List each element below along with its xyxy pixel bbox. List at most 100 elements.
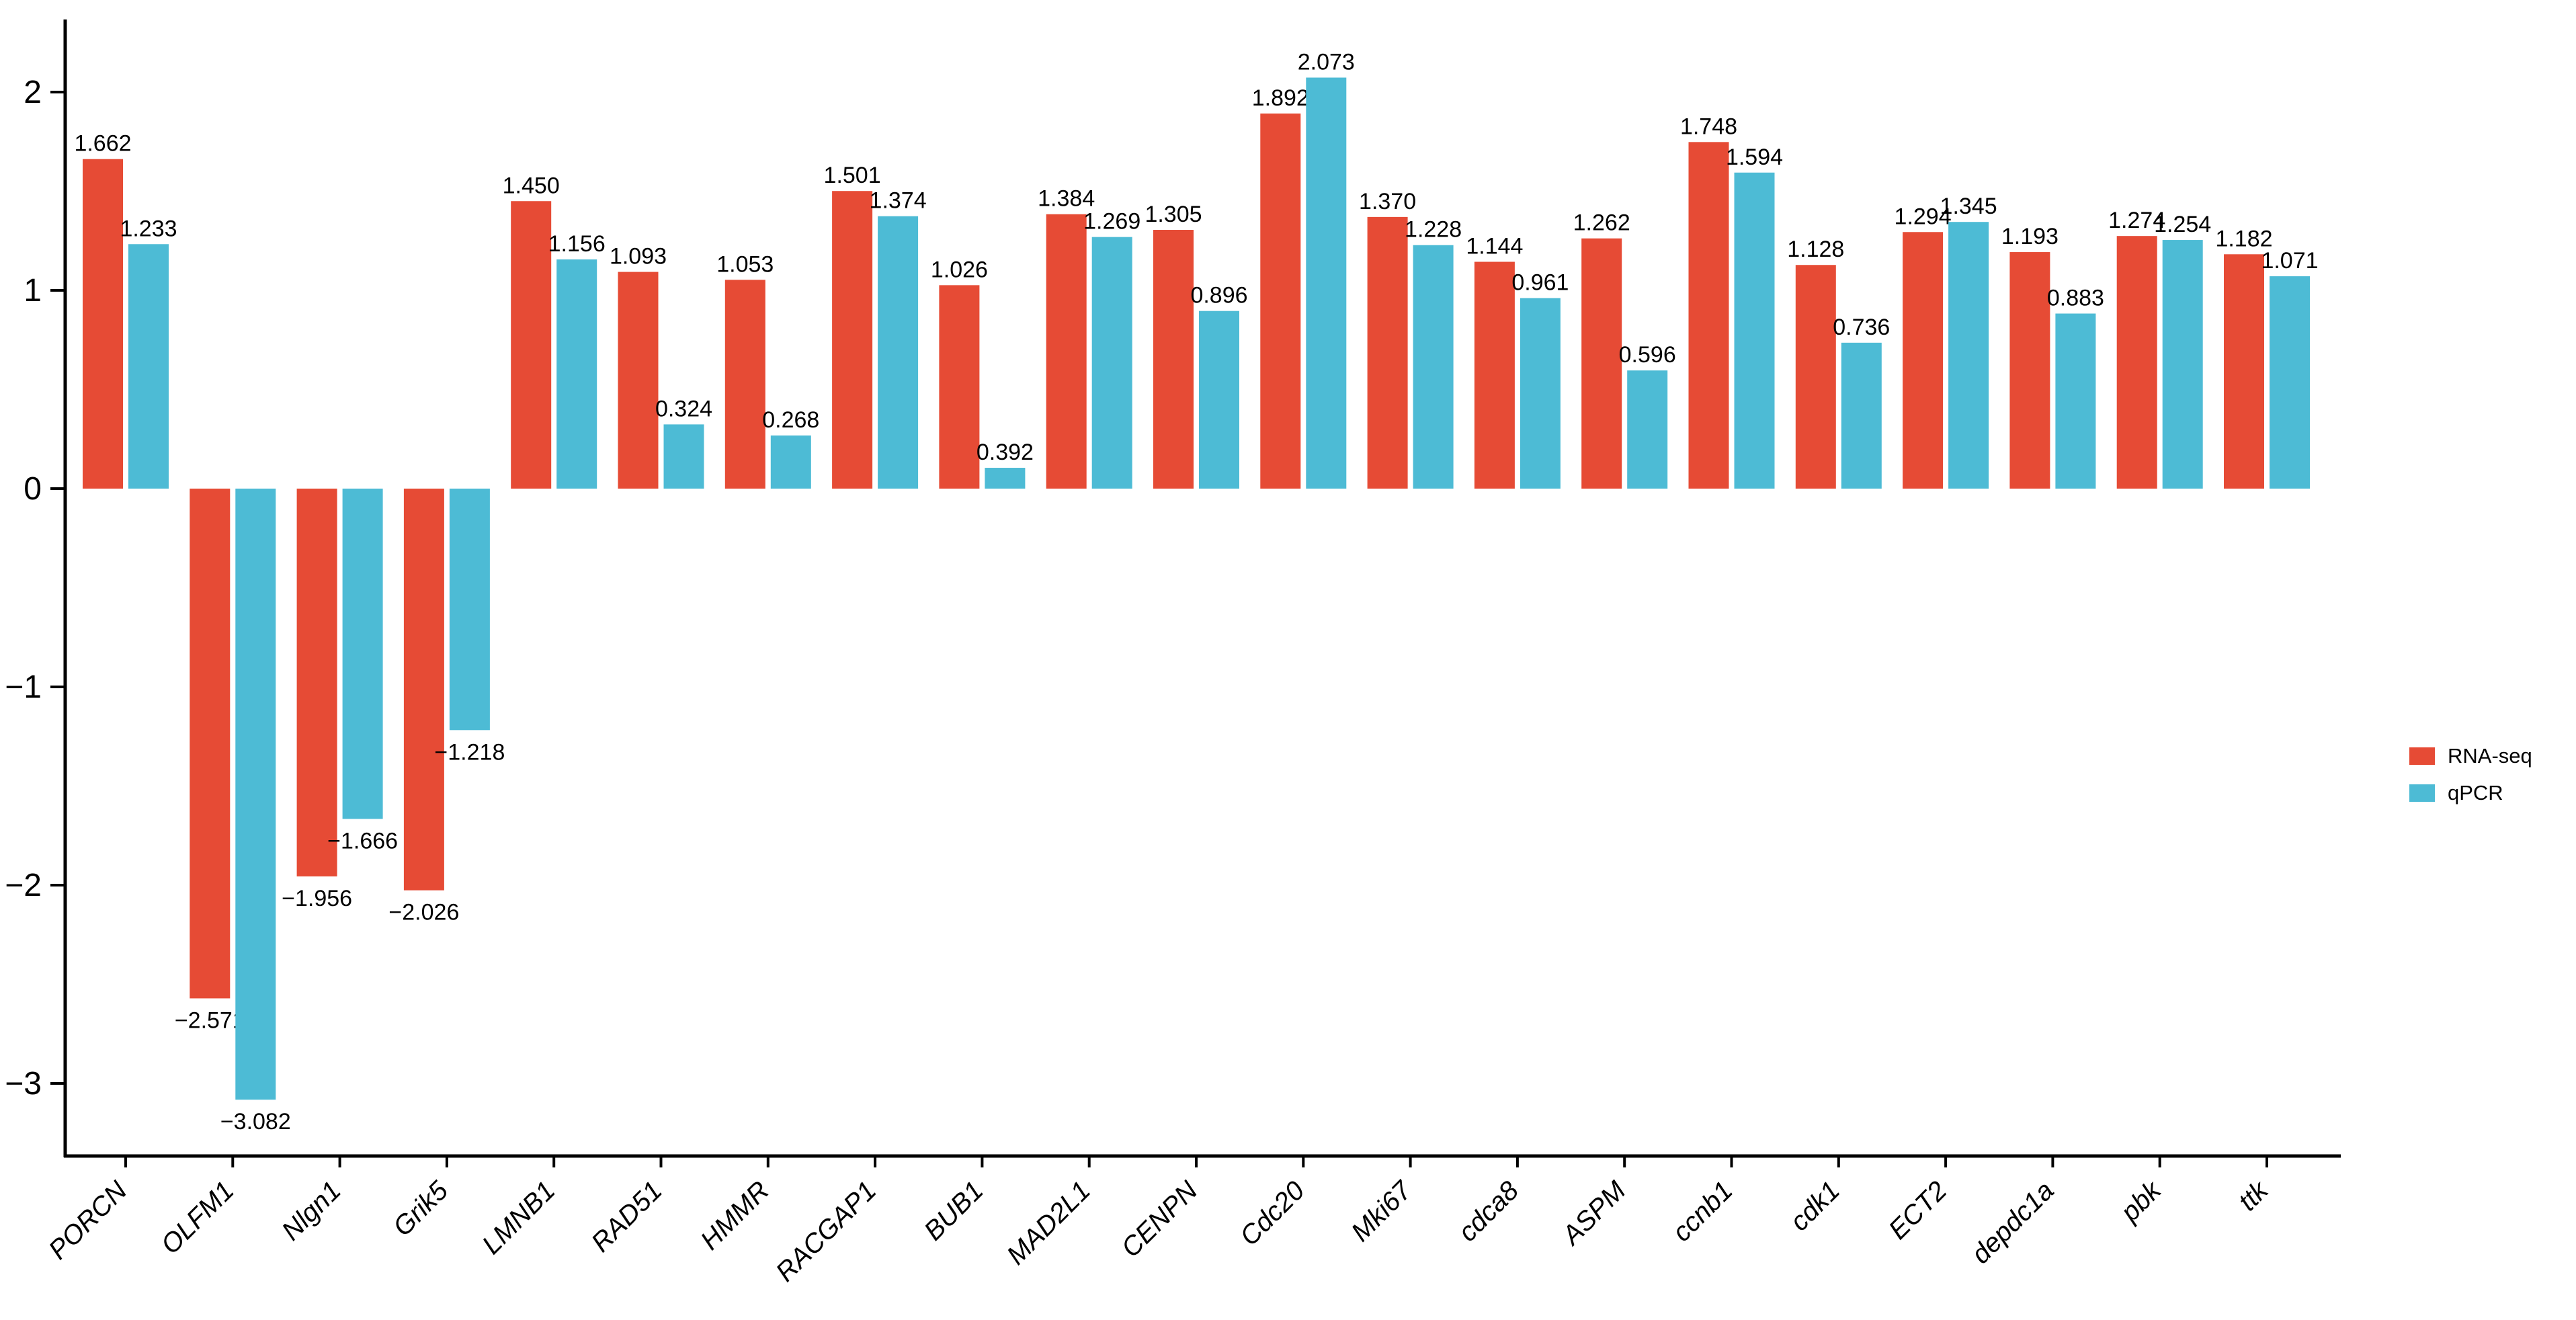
category-label-cdca8: cdca8 <box>1453 1175 1525 1247</box>
bar-qPCR-Cdc20 <box>1306 77 1347 489</box>
bar-RNA-seq-Mki67 <box>1367 216 1408 489</box>
value-label-qPCR-HMMR: 0.268 <box>762 407 819 433</box>
value-label-qPCR-LMNB1: 1.156 <box>548 231 606 257</box>
bar-qPCR-Nlgn1 <box>342 489 383 819</box>
value-label-qPCR-ASPM: 0.596 <box>1619 342 1676 368</box>
bar-qPCR-ECT2 <box>1948 222 1989 489</box>
bar-RNA-seq-ttk <box>2224 254 2264 489</box>
category-label-OLFM1: OLFM1 <box>155 1175 239 1260</box>
value-label-qPCR-Cdc20: 2.073 <box>1298 49 1355 75</box>
value-label-qPCR-PORCN: 1.233 <box>120 216 177 241</box>
value-label-qPCR-cdk1: 0.736 <box>1833 315 1890 340</box>
bar-qPCR-PORCN <box>128 244 169 489</box>
bar-RNA-seq-CENPN <box>1153 230 1194 489</box>
value-label-RNA-seq-Nlgn1: −1.956 <box>282 886 352 911</box>
category-label-cdk1: cdk1 <box>1784 1175 1845 1237</box>
value-label-RNA-seq-BUB1: 1.026 <box>931 257 988 282</box>
value-label-qPCR-OLFM1: −3.082 <box>220 1109 291 1135</box>
value-label-RNA-seq-HMMR: 1.053 <box>716 251 774 277</box>
value-label-qPCR-Mki67: 1.228 <box>1405 217 1462 243</box>
bar-RNA-seq-Nlgn1 <box>296 489 337 877</box>
value-label-RNA-seq-depdc1a: 1.193 <box>2001 224 2059 249</box>
legend-swatch-qPCR <box>2409 784 2435 802</box>
bar-RNA-seq-Grik5 <box>403 489 444 891</box>
category-label-HMMR: HMMR <box>695 1175 775 1255</box>
value-label-RNA-seq-Cdc20: 1.892 <box>1252 85 1309 111</box>
bar-qPCR-CENPN <box>1199 311 1239 489</box>
category-label-Grik5: Grik5 <box>388 1175 454 1242</box>
bar-qPCR-ccnb1 <box>1734 172 1775 489</box>
value-label-RNA-seq-RACGAP1: 1.501 <box>824 163 881 188</box>
bar-RNA-seq-ECT2 <box>1903 232 1944 489</box>
bar-qPCR-BUB1 <box>985 468 1026 489</box>
category-label-BUB1: BUB1 <box>919 1175 989 1246</box>
y-tick-label--1: −1 <box>5 669 42 705</box>
category-label-Nlgn1: Nlgn1 <box>276 1175 347 1246</box>
bar-RNA-seq-RACGAP1 <box>832 191 873 489</box>
bar-qPCR-OLFM1 <box>235 489 276 1100</box>
bar-qPCR-LMNB1 <box>556 259 597 489</box>
bar-RNA-seq-LMNB1 <box>511 201 552 489</box>
value-label-qPCR-pbk: 1.254 <box>2154 212 2211 237</box>
category-label-ECT2: ECT2 <box>1883 1175 1952 1245</box>
y-tick-label--3: −3 <box>5 1066 42 1102</box>
bar-RNA-seq-ASPM <box>1581 238 1622 489</box>
value-label-RNA-seq-Mki67: 1.370 <box>1359 189 1416 214</box>
legend-label-RNA-seq: RNA-seq <box>2448 744 2532 768</box>
value-label-RNA-seq-Grik5: −2.026 <box>388 900 459 925</box>
bar-qPCR-ttk <box>2270 276 2310 489</box>
bar-RNA-seq-depdc1a <box>2009 252 2050 489</box>
legend-swatch-RNA-seq <box>2409 747 2435 765</box>
value-label-RNA-seq-ccnb1: 1.748 <box>1680 114 1737 139</box>
category-label-CENPN: CENPN <box>1116 1175 1203 1263</box>
value-label-qPCR-ttk: 1.071 <box>2261 248 2318 274</box>
y-tick-label-1: 1 <box>24 273 42 308</box>
value-label-RNA-seq-cdk1: 1.128 <box>1787 237 1844 262</box>
bar-RNA-seq-MAD2L1 <box>1046 214 1087 489</box>
category-label-ttk: ttk <box>2233 1175 2274 1216</box>
value-label-qPCR-BUB1: 0.392 <box>977 440 1034 465</box>
bar-qPCR-pbk <box>2162 240 2203 489</box>
category-label-Cdc20: Cdc20 <box>1235 1175 1311 1251</box>
bar-qPCR-Grik5 <box>449 489 490 731</box>
value-label-qPCR-ECT2: 1.345 <box>1940 194 1997 219</box>
bar-RNA-seq-RAD51 <box>618 272 659 489</box>
value-label-RNA-seq-RAD51: 1.093 <box>610 244 667 270</box>
category-label-LMNB1: LMNB1 <box>476 1175 560 1260</box>
value-label-qPCR-cdca8: 0.961 <box>1511 270 1569 296</box>
bar-qPCR-MAD2L1 <box>1091 237 1132 489</box>
category-label-PORCN: PORCN <box>43 1175 132 1265</box>
bar-RNA-seq-cdca8 <box>1474 261 1515 489</box>
value-label-RNA-seq-ttk: 1.182 <box>2215 226 2272 251</box>
category-label-RAD51: RAD51 <box>586 1175 668 1257</box>
value-label-qPCR-RAD51: 0.324 <box>655 396 712 421</box>
bar-qPCR-Mki67 <box>1413 245 1454 489</box>
bar-RNA-seq-PORCN <box>83 159 123 489</box>
bar-RNA-seq-Cdc20 <box>1260 113 1301 489</box>
bar-qPCR-cdk1 <box>1841 342 1882 489</box>
y-tick-label-0: 0 <box>24 471 42 507</box>
bar-RNA-seq-cdk1 <box>1795 265 1836 489</box>
value-label-RNA-seq-MAD2L1: 1.384 <box>1038 186 1095 212</box>
value-label-qPCR-CENPN: 0.896 <box>1190 283 1247 308</box>
y-tick-label--2: −2 <box>5 868 42 903</box>
category-label-Mki67: Mki67 <box>1345 1175 1418 1247</box>
category-label-RACGAP1: RACGAP1 <box>770 1175 882 1287</box>
value-label-RNA-seq-cdca8: 1.144 <box>1466 234 1523 259</box>
value-label-qPCR-Grik5: −1.218 <box>434 739 505 765</box>
bar-RNA-seq-HMMR <box>724 280 765 489</box>
bar-qPCR-RAD51 <box>663 424 704 489</box>
bar-RNA-seq-ccnb1 <box>1688 142 1729 489</box>
value-label-qPCR-MAD2L1: 1.269 <box>1083 209 1140 235</box>
bar-qPCR-RACGAP1 <box>878 216 919 489</box>
value-label-RNA-seq-CENPN: 1.305 <box>1145 202 1202 227</box>
value-label-RNA-seq-ECT2: 1.294 <box>1895 204 1952 229</box>
bar-RNA-seq-pbk <box>2116 236 2157 489</box>
legend-label-qPCR: qPCR <box>2448 781 2503 805</box>
bar-RNA-seq-OLFM1 <box>190 489 231 999</box>
value-label-RNA-seq-PORCN: 1.662 <box>74 131 131 157</box>
value-label-RNA-seq-LMNB1: 1.450 <box>503 173 560 198</box>
value-label-qPCR-ccnb1: 1.594 <box>1726 145 1783 170</box>
